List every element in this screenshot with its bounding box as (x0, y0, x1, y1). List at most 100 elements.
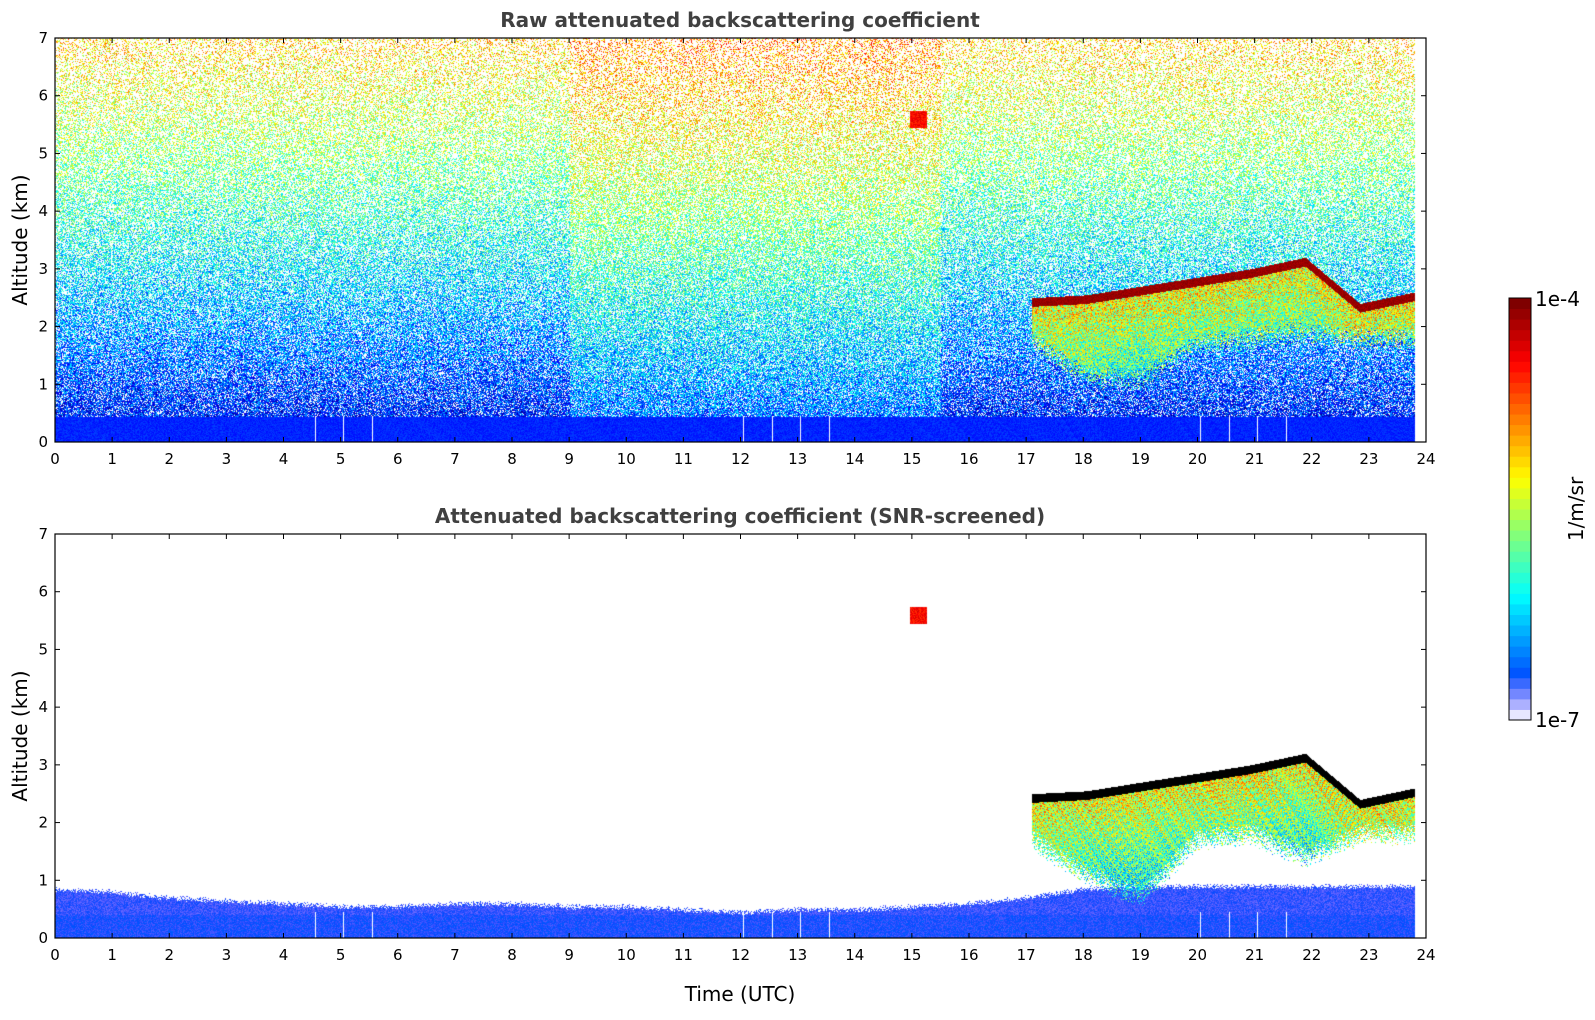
colorbar-swatch (1509, 466, 1531, 478)
colorbar-swatch (1509, 477, 1531, 489)
panel-title-screened: Attenuated backscattering coefficient (S… (435, 504, 1045, 528)
colorbar-swatch (1509, 456, 1531, 468)
x-tick-label: 11 (674, 450, 693, 468)
y-tick-label: 1 (38, 375, 48, 393)
colorbar-swatch (1509, 677, 1531, 689)
colorbar-swatch (1509, 625, 1531, 637)
x-tick-label: 19 (1131, 450, 1150, 468)
x-tick-label: 12 (731, 450, 750, 468)
colorbar-swatch (1509, 319, 1531, 331)
colorbar-swatch (1509, 614, 1531, 626)
x-tick-label: 18 (1074, 946, 1093, 964)
x-tick-label: 19 (1131, 946, 1150, 964)
heatmap-screened (55, 534, 1426, 938)
y-tick-label: 0 (38, 433, 48, 451)
heatmap-raw (55, 38, 1426, 442)
x-tick-label: 3 (222, 946, 232, 964)
x-tick-label: 15 (902, 946, 921, 964)
x-tick-label: 4 (279, 946, 289, 964)
x-tick-label: 24 (1416, 450, 1435, 468)
y-tick-label: 7 (38, 29, 48, 47)
x-tick-label: 1 (107, 946, 117, 964)
x-tick-label: 7 (450, 450, 460, 468)
x-tick-label: 22 (1302, 946, 1321, 964)
x-tick-label: 8 (507, 946, 517, 964)
x-tick-label: 0 (50, 450, 60, 468)
x-axis-ticks-raw: 0 1 2 3 4 5 6 7 8 9 10 11 12 13 14 15 16 17 18 19 20 21 22 23 24 (50, 38, 1436, 468)
x-tick-label: 0 (50, 946, 60, 964)
colorbar-swatch (1509, 298, 1531, 310)
y-tick-label: 3 (38, 260, 48, 278)
colorbar-swatch (1509, 308, 1531, 320)
colorbar-swatch (1509, 551, 1531, 563)
colorbar-swatch (1509, 509, 1531, 521)
x-tick-label: 2 (164, 450, 174, 468)
y-tick-label: 2 (38, 814, 48, 832)
x-tick-label: 7 (450, 946, 460, 964)
x-tick-label: 18 (1074, 450, 1093, 468)
colorbar-swatch (1509, 329, 1531, 341)
x-tick-label: 24 (1416, 946, 1435, 964)
colorbar-swatch (1509, 593, 1531, 605)
x-tick-label: 2 (164, 946, 174, 964)
colorbar-swatch (1509, 656, 1531, 668)
colorbar-swatch (1509, 698, 1531, 710)
colorbar-swatch (1509, 435, 1531, 447)
x-tick-label: 13 (788, 946, 807, 964)
colorbar-swatch (1509, 540, 1531, 552)
y-axis-label-screened: Altitude (km) (8, 670, 32, 801)
x-tick-label: 5 (336, 450, 346, 468)
x-tick-label: 10 (617, 946, 636, 964)
colorbar-swatch (1509, 667, 1531, 679)
x-tick-label: 12 (731, 946, 750, 964)
y-tick-label: 4 (38, 698, 48, 716)
x-axis-ticks-screened: 0 1 2 3 4 5 6 7 8 9 10 11 12 13 14 15 16 17 18 19 20 21 22 23 24 (50, 534, 1436, 964)
colorbar-swatch (1509, 582, 1531, 594)
x-tick-label: 11 (674, 946, 693, 964)
colorbar-swatch (1509, 561, 1531, 573)
y-tick-label: 2 (38, 318, 48, 336)
x-tick-label: 10 (617, 450, 636, 468)
colorbar-swatch (1509, 519, 1531, 531)
x-axis-label: Time (UTC) (684, 982, 796, 1006)
x-tick-label: 20 (1188, 450, 1207, 468)
x-tick-label: 9 (564, 946, 574, 964)
colorbar-max-label: 1e-4 (1535, 287, 1580, 311)
y-tick-label: 3 (38, 756, 48, 774)
x-tick-label: 3 (222, 450, 232, 468)
colorbar-swatch (1509, 646, 1531, 658)
colorbar-swatch (1509, 424, 1531, 436)
colorbar-swatch (1509, 361, 1531, 373)
y-tick-label: 5 (38, 144, 48, 162)
x-tick-label: 15 (902, 450, 921, 468)
x-tick-label: 16 (959, 946, 978, 964)
colorbar-swatch (1509, 635, 1531, 647)
colorbar-swatch (1509, 350, 1531, 362)
y-tick-label: 4 (38, 202, 48, 220)
colorbar-min-label: 1e-7 (1535, 708, 1580, 732)
y-tick-label: 6 (38, 87, 48, 105)
colorbar-swatch (1509, 572, 1531, 584)
x-tick-label: 6 (393, 946, 403, 964)
panel-title-raw: Raw attenuated backscattering coefficien… (500, 8, 980, 32)
colorbar-unit-label: 1/m/sr (1564, 476, 1588, 541)
x-tick-label: 13 (788, 450, 807, 468)
x-tick-label: 17 (1017, 450, 1036, 468)
colorbar-swatch (1509, 382, 1531, 394)
colorbar-swatch (1509, 445, 1531, 457)
y-tick-label: 5 (38, 640, 48, 658)
colorbar-swatch (1509, 709, 1531, 721)
x-tick-label: 8 (507, 450, 517, 468)
x-tick-label: 4 (279, 450, 289, 468)
colorbar (1509, 298, 1531, 721)
y-axis-ticks-screened: 0 1 2 3 4 5 6 7 (38, 525, 1426, 947)
x-tick-label: 21 (1245, 946, 1264, 964)
colorbar-swatch (1509, 530, 1531, 542)
x-tick-label: 21 (1245, 450, 1264, 468)
colorbar-swatch (1509, 403, 1531, 415)
colorbar-swatch (1509, 414, 1531, 426)
colorbar-frame (1508, 297, 1532, 721)
y-axis-label-raw: Altitude (km) (8, 174, 32, 305)
x-tick-label: 6 (393, 450, 403, 468)
